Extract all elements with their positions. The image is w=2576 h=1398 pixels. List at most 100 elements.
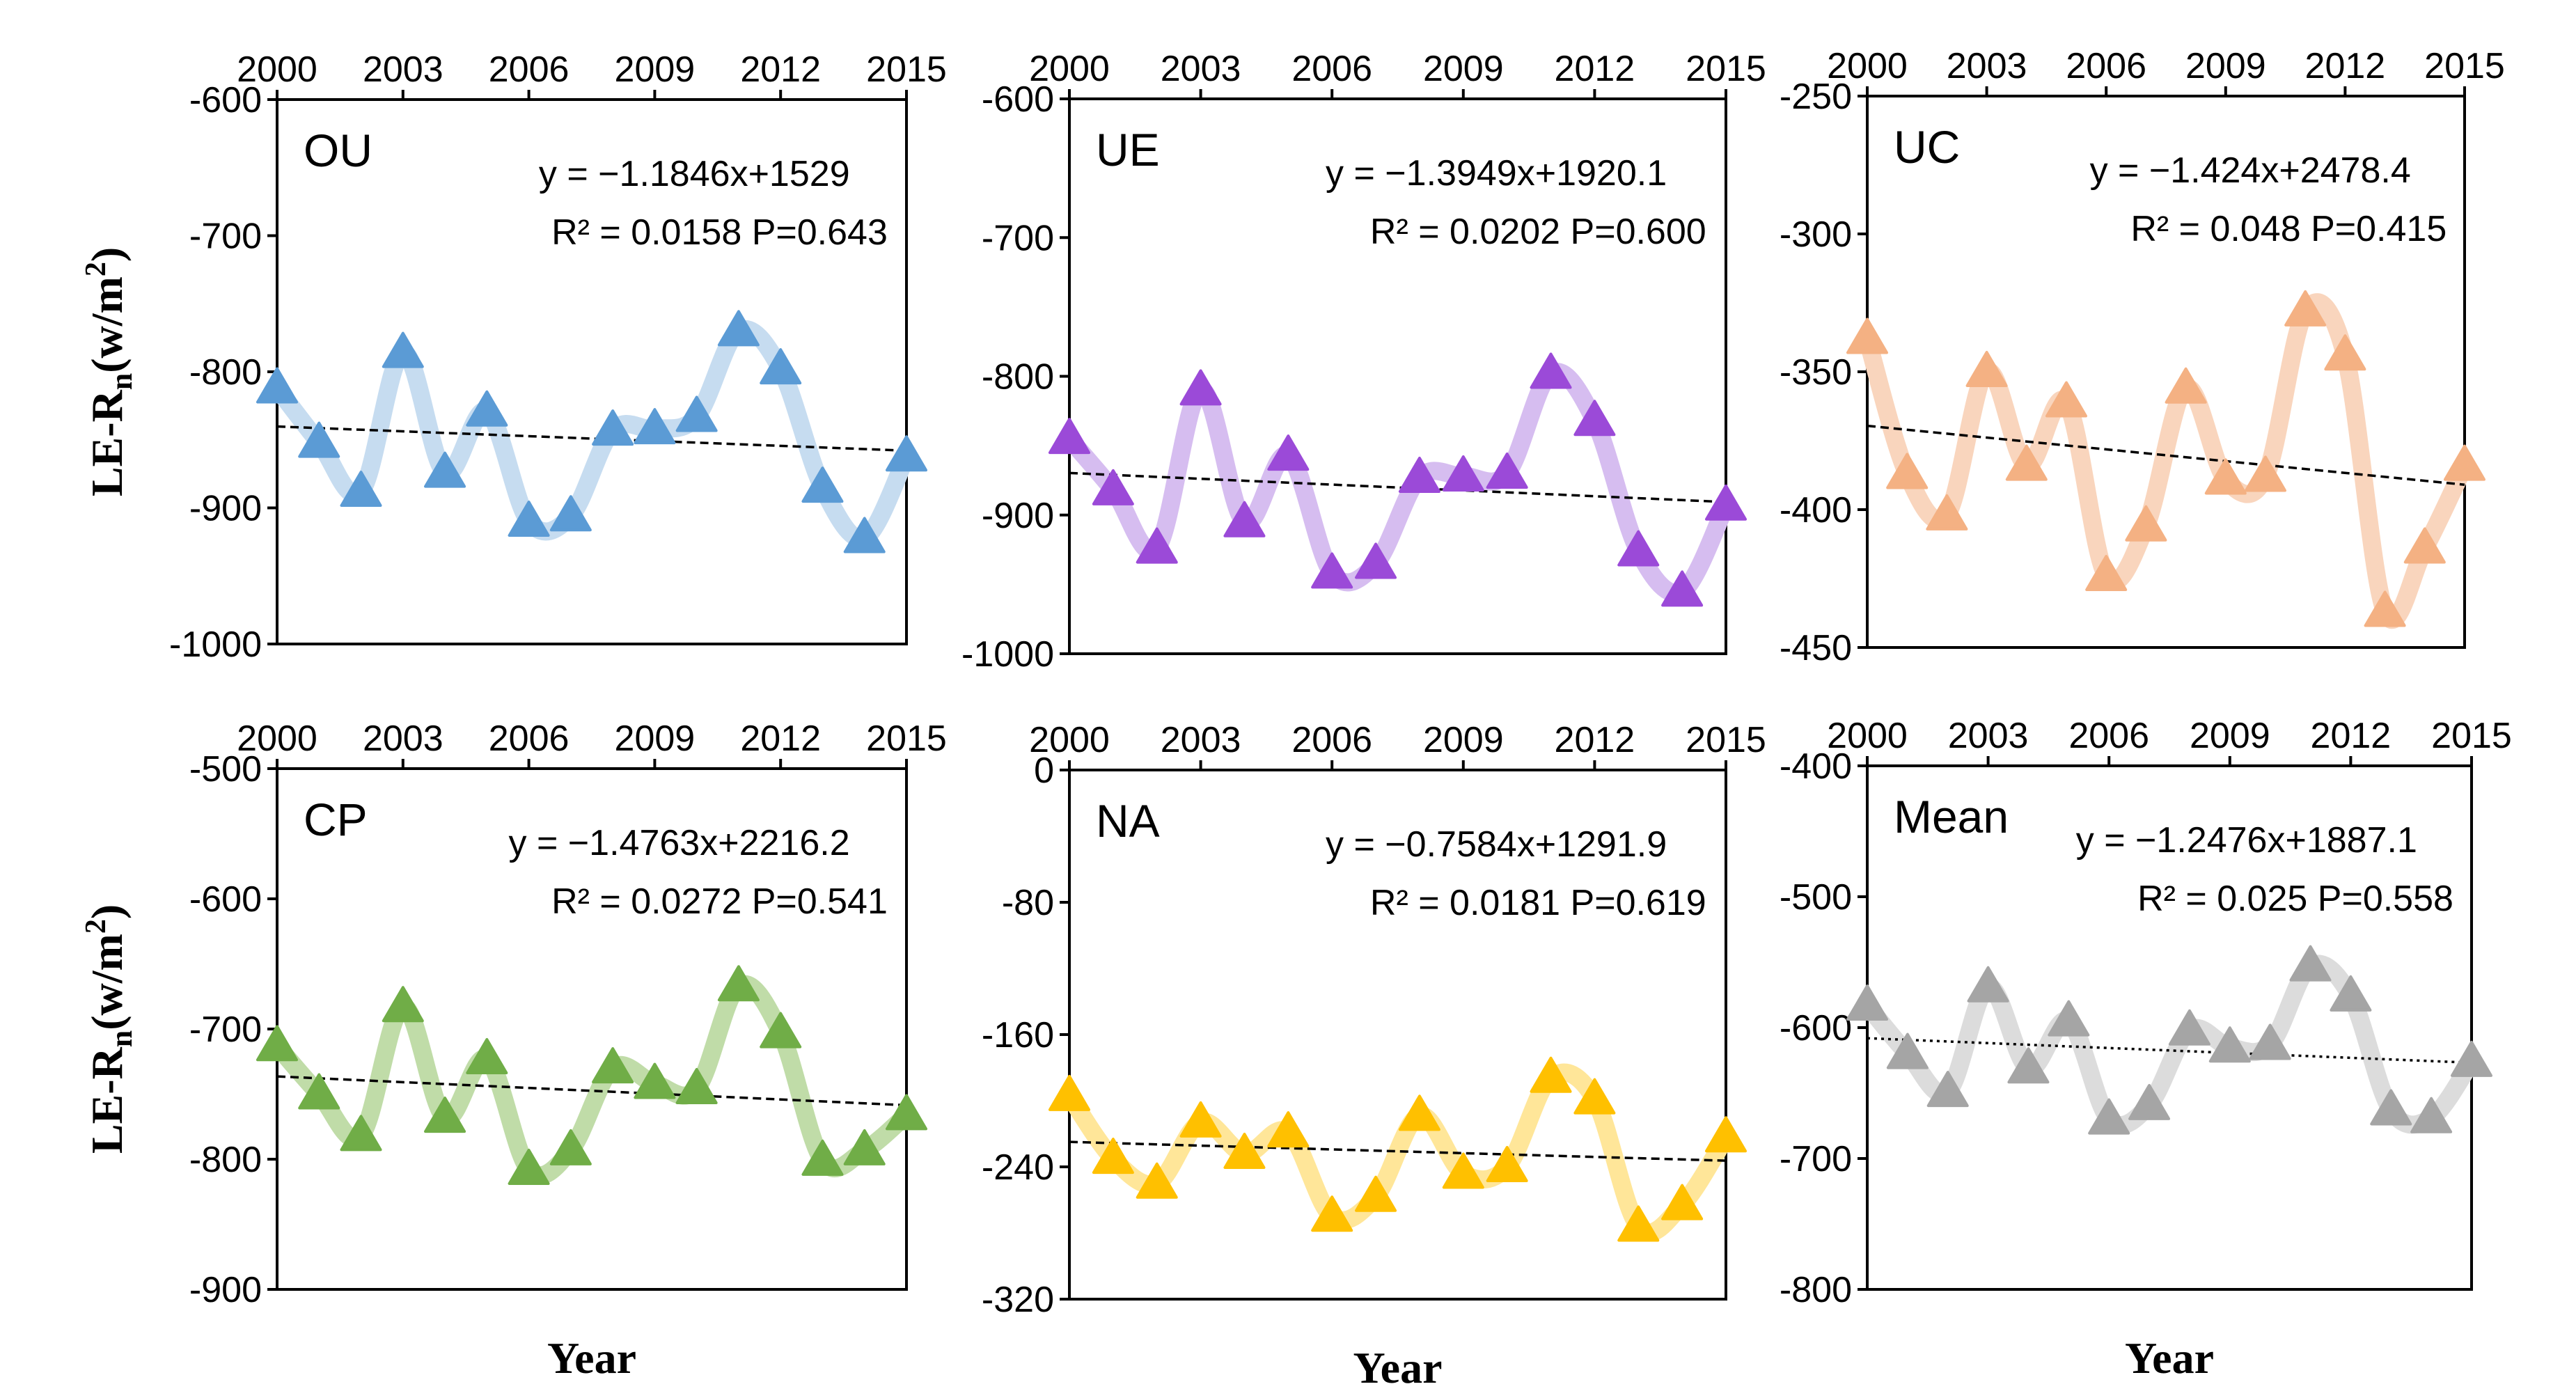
x-tick-label: 2000: [1029, 720, 1110, 760]
x-tick-label: 2006: [1291, 720, 1372, 760]
data-point: [1092, 469, 1134, 505]
data-point: [801, 466, 844, 503]
x-tick-label: 2000: [237, 49, 317, 90]
data-point: [1617, 1205, 1660, 1242]
series-line: [268, 320, 916, 548]
data-point: [760, 348, 802, 385]
y-tick-label: -240: [982, 1147, 1054, 1188]
y-tick-label: -900: [189, 489, 262, 529]
data-point: [2208, 1026, 2251, 1063]
data-point: [2204, 458, 2247, 495]
data-point: [2249, 1023, 2291, 1060]
y-tick-label: -320: [982, 1280, 1054, 1320]
y-tick-label: -800: [189, 352, 262, 393]
data-point: [298, 1073, 340, 1110]
x-tick-label: 2003: [1948, 716, 2029, 756]
data-point: [549, 495, 592, 532]
data-point: [1926, 494, 1968, 531]
data-point: [1223, 1133, 1266, 1169]
data-point: [466, 390, 508, 427]
panel-label: UC: [1894, 121, 1960, 173]
panel-label: OU: [304, 125, 372, 176]
y-tick-label: 0: [1034, 751, 1054, 791]
y-tick-label: -1000: [961, 634, 1054, 675]
y-tick-label: -700: [982, 218, 1054, 258]
data-point: [1179, 369, 1222, 406]
data-point: [424, 1097, 466, 1133]
trend-line: [1069, 1140, 1727, 1162]
data-point: [382, 331, 424, 368]
panel-cp: 2000 2003 2006 2009 2012 2015 -500 -600 -700 -800…: [80, 718, 947, 1383]
x-tick-label: 2009: [2190, 716, 2270, 756]
data-point: [1049, 418, 1090, 455]
data-point: [298, 421, 340, 458]
x-tick-label: 2015: [2431, 716, 2512, 756]
data-point: [2410, 1097, 2453, 1133]
data-point: [256, 1025, 298, 1062]
x-tick-label: 2015: [1686, 720, 1766, 760]
data-point: [2085, 555, 2128, 592]
y-axis-title-main: LE-R: [82, 389, 132, 496]
x-tick-label: 2012: [2311, 716, 2392, 756]
data-point: [1311, 552, 1353, 589]
data-point: [1267, 1111, 1310, 1148]
data-point: [1311, 1195, 1353, 1232]
y-tick-label: -450: [1780, 628, 1852, 668]
panel-label: Mean: [1894, 791, 2009, 842]
panel-uc: 2000 2003 2006 2009 2012 2015 -250 -300 -350 -400…: [1780, 46, 2505, 668]
x-tick-label: 2009: [2185, 46, 2266, 86]
data-point: [1092, 1138, 1134, 1175]
y-axis-title-sub: n: [104, 1030, 139, 1047]
regression-stats: R² = 0.025 P=0.558: [2137, 879, 2453, 919]
x-tick-label: 2012: [740, 49, 821, 90]
data-point: [592, 1047, 634, 1084]
data-point: [340, 1115, 382, 1152]
x-tick-label: 2012: [1555, 720, 1635, 760]
data-point: [1573, 1078, 1616, 1115]
data-point: [1355, 542, 1397, 579]
y-tick-label: -700: [1780, 1139, 1852, 1179]
regression-stats: R² = 0.0181 P=0.619: [1370, 883, 1706, 923]
y-tick-label: -900: [189, 1270, 262, 1310]
data-point: [1486, 452, 1528, 489]
data-point: [1179, 1101, 1222, 1138]
y-tick-label: -500: [1780, 877, 1852, 918]
data-point: [549, 1129, 592, 1165]
data-point: [1617, 530, 1660, 567]
x-axis-title: Year: [2125, 1333, 2214, 1383]
data-point: [382, 986, 424, 1023]
y-tick-label: -400: [1780, 746, 1852, 787]
panel-na: 2000 2003 2006 2009 2012 2015 0 -80 -160 -240 -320…: [982, 720, 1766, 1392]
regression-equation: y = −1.424x+2478.4: [2090, 150, 2411, 191]
data-point: [1661, 570, 1704, 607]
panel-label: NA: [1096, 795, 1160, 847]
regression-equation: y = −1.2476x+1887.1: [2076, 820, 2417, 861]
data-point: [2370, 1089, 2412, 1126]
data-point: [2444, 444, 2485, 481]
x-tick-label: 2012: [740, 718, 821, 759]
x-tick-label: 2003: [1161, 49, 1241, 89]
y-axis-title-sup: 2: [80, 262, 112, 276]
data-point: [717, 310, 760, 347]
y-tick-label: -160: [982, 1015, 1054, 1055]
x-tick-label: 2009: [615, 49, 696, 90]
series-line: [1858, 293, 2474, 629]
data-point: [801, 1139, 844, 1176]
data-point: [1967, 966, 2009, 1003]
data-point: [1442, 455, 1484, 492]
data-point: [1049, 1074, 1090, 1111]
x-tick-label: 2006: [489, 718, 570, 759]
data-point: [1398, 456, 1440, 493]
data-point: [256, 367, 298, 404]
x-tick-label: 2000: [1827, 716, 1908, 756]
y-tick-label: -600: [982, 79, 1054, 120]
y-axis-title-sub: n: [104, 373, 139, 390]
data-point: [466, 1038, 508, 1075]
x-tick-label: 2003: [1947, 46, 2027, 86]
data-point: [2451, 1040, 2492, 1077]
data-point: [1705, 1116, 1747, 1153]
data-point: [2289, 945, 2332, 982]
regression-stats: R² = 0.048 P=0.415: [2130, 209, 2447, 249]
y-axis-title-unit: (w/m: [82, 276, 132, 373]
